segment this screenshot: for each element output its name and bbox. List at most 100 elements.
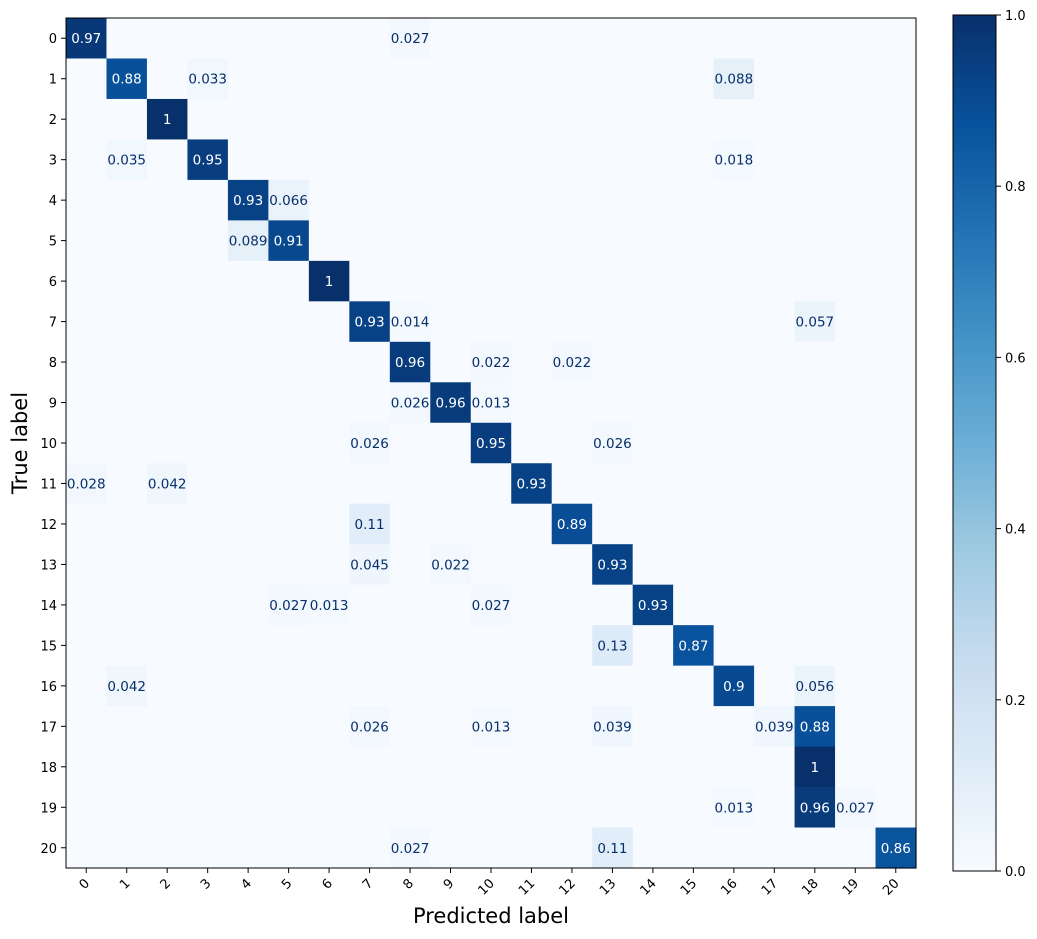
x-axis-ticks: 0 1 2 3 4 5 6 7 8 9 10 11 12 13 14 15 16 17 18 19 20 — [77, 868, 903, 899]
colorbar-ticks: 0.0 0.2 0.4 0.6 0.8 1.0 — [996, 9, 1026, 880]
y-tick-label: 9 — [49, 397, 57, 412]
heatmap-cell — [268, 341, 310, 383]
heatmap-cell — [268, 18, 310, 60]
heatmap-cell — [349, 382, 391, 424]
heatmap-cell — [511, 139, 553, 181]
heatmap-cell — [592, 260, 634, 302]
heatmap-cell — [349, 625, 391, 667]
heatmap-cell — [106, 220, 148, 262]
y-tick-label: 10 — [40, 437, 57, 452]
heatmap-cell — [511, 18, 553, 60]
heatmap-cell — [551, 139, 593, 181]
heatmap-cell — [349, 544, 391, 586]
heatmap-cell — [835, 463, 877, 505]
cell-value-label: 0.026 — [391, 396, 430, 412]
heatmap-cell — [106, 179, 148, 221]
cell-value-label: 0.027 — [472, 598, 511, 614]
heatmap-cell — [308, 301, 350, 343]
x-tick-label: 19 — [840, 876, 862, 898]
heatmap-cell — [673, 382, 715, 424]
heatmap-cell — [349, 260, 391, 302]
heatmap-cell — [713, 98, 755, 141]
heatmap-cell — [187, 706, 229, 748]
y-axis-label: True label — [8, 392, 32, 495]
heatmap-cell — [66, 544, 108, 586]
cell-value-label: 0.95 — [476, 436, 506, 452]
heatmap-cell — [875, 179, 917, 221]
heatmap-cell — [511, 422, 553, 464]
heatmap-cell — [268, 422, 310, 464]
heatmap-cell — [106, 58, 148, 100]
heatmap-cell — [835, 503, 877, 545]
heatmap-cell — [349, 179, 391, 221]
cell-value-label: 0.014 — [391, 315, 430, 331]
heatmap-cell — [268, 544, 310, 586]
heatmap-cell — [551, 584, 593, 626]
cell-value-label: 0.088 — [715, 72, 754, 88]
heatmap-cell — [713, 179, 755, 221]
heatmap-cell — [187, 382, 229, 424]
heatmap-cell — [308, 139, 350, 181]
heatmap-cell — [66, 422, 108, 464]
heatmap-cell — [389, 422, 431, 464]
heatmap-cell — [349, 463, 391, 505]
heatmap-cell — [187, 58, 229, 100]
heatmap-cell — [875, 706, 917, 748]
heatmap-cell — [754, 18, 796, 60]
heatmap-cell — [835, 382, 877, 424]
heatmap-cell — [470, 301, 512, 343]
heatmap-cell — [66, 787, 108, 829]
heatmap-cell — [146, 18, 189, 60]
x-tick-label: 17 — [759, 876, 781, 898]
heatmap-cell — [632, 260, 674, 302]
heatmap-cell — [389, 746, 431, 788]
heatmap-cell — [66, 260, 108, 302]
heatmap-cell — [308, 746, 350, 788]
heatmap-cell — [511, 665, 553, 707]
heatmap-cell — [754, 341, 796, 383]
heatmap-cell — [470, 179, 512, 221]
heatmap-cell — [268, 787, 310, 829]
heatmap-cell — [227, 382, 269, 424]
x-tick-label: 6 — [319, 876, 335, 892]
heatmap-cell — [187, 179, 229, 221]
heatmap-cell — [146, 625, 189, 667]
heatmap-cell — [875, 260, 917, 302]
heatmap-cell — [66, 706, 108, 748]
heatmap-cell — [875, 787, 917, 829]
heatmap-cell — [592, 544, 634, 586]
heatmap-cell — [430, 98, 472, 141]
heatmap-cell — [389, 584, 431, 626]
heatmap-cell — [308, 220, 350, 262]
heatmap-cell — [187, 827, 229, 869]
heatmap-cell — [187, 625, 229, 667]
heatmap-cell — [551, 463, 593, 505]
cell-value-label: 0.013 — [310, 598, 349, 614]
heatmap-cell — [227, 139, 269, 181]
heatmap-cell — [592, 827, 634, 869]
heatmap-cell — [389, 220, 431, 262]
heatmap-cell — [66, 98, 108, 141]
heatmap-cell — [187, 787, 229, 829]
heatmap-cell — [66, 584, 108, 626]
heatmap-cell — [268, 746, 310, 788]
heatmap-cell — [713, 584, 755, 626]
heatmap-cell — [794, 260, 836, 302]
heatmap-cell — [187, 503, 229, 545]
heatmap-cell — [592, 382, 634, 424]
heatmap-cell — [632, 787, 674, 829]
y-tick-label: 12 — [40, 518, 57, 533]
x-tick-label: 4 — [239, 876, 255, 892]
heatmap-cell — [187, 746, 229, 788]
heatmap-cell — [551, 58, 593, 100]
heatmap-cell — [106, 139, 148, 181]
heatmap-cell — [389, 341, 431, 383]
heatmap-cell — [754, 139, 796, 181]
heatmap-cell — [754, 422, 796, 464]
cell-value-label: 0.86 — [881, 841, 911, 857]
heatmap-cell — [673, 503, 715, 545]
heatmap-cell — [511, 787, 553, 829]
heatmap-cell — [632, 341, 674, 383]
heatmap-cell — [875, 382, 917, 424]
heatmap-cell — [106, 422, 148, 464]
